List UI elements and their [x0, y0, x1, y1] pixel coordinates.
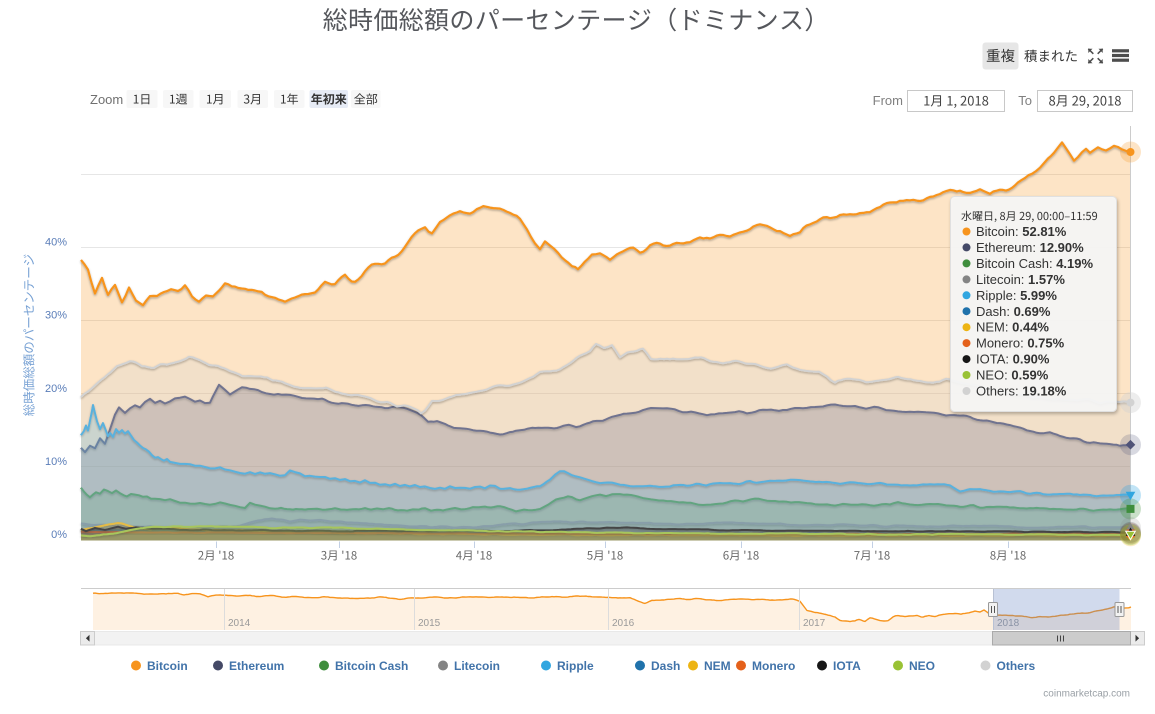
svg-text:coinmarketcap.com: coinmarketcap.com — [1043, 689, 1130, 700]
svg-text:Bitcoin Cash: Bitcoin Cash — [335, 659, 408, 673]
svg-text:From: From — [873, 93, 903, 108]
svg-text:Others: 19.18%: Others: 19.18% — [976, 384, 1067, 399]
svg-text:Bitcoin: Bitcoin — [147, 659, 188, 673]
svg-text:Dash: Dash — [651, 659, 680, 673]
svg-text:0%: 0% — [51, 529, 67, 541]
svg-text:Others: Others — [997, 659, 1036, 673]
svg-text:NEM: NEM — [704, 659, 731, 673]
svg-text:Litecoin: 1.57%: Litecoin: 1.57% — [976, 272, 1065, 287]
svg-text:Bitcoin: 52.81%: Bitcoin: 52.81% — [976, 224, 1067, 239]
svg-text:NEM: 0.44%: NEM: 0.44% — [976, 320, 1049, 335]
svg-text:Monero: 0.75%: Monero: 0.75% — [976, 336, 1065, 351]
svg-text:IOTA: 0.90%: IOTA: 0.90% — [976, 352, 1050, 367]
svg-text:30%: 30% — [45, 310, 67, 322]
svg-text:10%: 10% — [45, 456, 67, 468]
svg-text:Bitcoin Cash: 4.19%: Bitcoin Cash: 4.19% — [976, 256, 1094, 271]
svg-text:Monero: Monero — [752, 659, 795, 673]
svg-text:NEO: NEO — [909, 659, 935, 673]
svg-text:40%: 40% — [45, 237, 67, 249]
svg-text:Ethereum: 12.90%: Ethereum: 12.90% — [976, 240, 1084, 255]
svg-text:To: To — [1018, 93, 1032, 108]
svg-text:Litecoin: Litecoin — [454, 659, 500, 673]
svg-text:Zoom: Zoom — [90, 92, 123, 107]
svg-text:IOTA: IOTA — [833, 659, 861, 673]
svg-text:2017: 2017 — [803, 618, 826, 629]
svg-text:20%: 20% — [45, 383, 67, 395]
svg-text:2014: 2014 — [228, 618, 251, 629]
svg-text:2016: 2016 — [612, 618, 635, 629]
svg-text:2015: 2015 — [418, 618, 441, 629]
svg-text:Ripple: Ripple — [557, 659, 594, 673]
svg-text:2018: 2018 — [997, 618, 1020, 629]
svg-text:Ripple: 5.99%: Ripple: 5.99% — [976, 288, 1057, 303]
svg-text:Dash: 0.69%: Dash: 0.69% — [976, 304, 1051, 319]
svg-text:NEO: 0.59%: NEO: 0.59% — [976, 368, 1049, 383]
svg-text:Ethereum: Ethereum — [229, 659, 284, 673]
